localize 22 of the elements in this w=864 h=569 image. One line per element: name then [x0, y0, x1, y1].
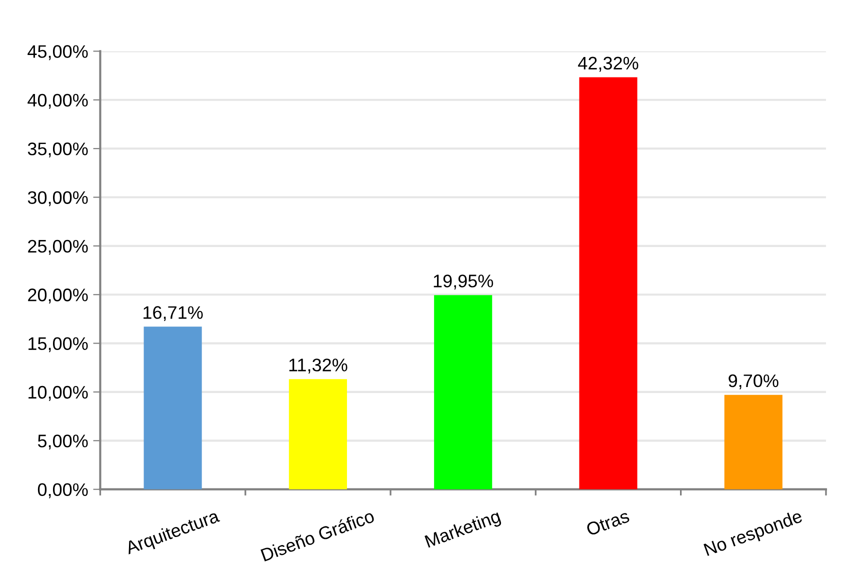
data-label: 42,32%: [578, 56, 638, 72]
bar: [144, 326, 202, 490]
bar: [579, 77, 638, 490]
data-label: 19,95%: [434, 274, 494, 290]
y-tick-label: 25,00%: [28, 240, 88, 255]
y-tick-label: 35,00%: [28, 142, 88, 158]
y-tick-label: 5,00%: [38, 434, 88, 450]
y-tick-label: 15,00%: [28, 337, 88, 352]
y-tick-label: 40,00%: [28, 94, 88, 109]
y-tick-label: 30,00%: [28, 191, 88, 206]
bar: [288, 379, 347, 490]
bar: [434, 295, 492, 490]
y-tick-label: 10,00%: [28, 386, 88, 401]
data-label: 16,71%: [144, 306, 203, 322]
y-tick-label: 45,00%: [28, 45, 88, 60]
bar: [724, 394, 782, 490]
y-tick-label: 20,00%: [28, 288, 88, 304]
data-label: 9,70%: [728, 374, 778, 390]
data-label: 11,32%: [289, 358, 348, 374]
y-tick-label: 0,00%: [38, 483, 88, 498]
x-tick-label: Otras: [586, 509, 630, 536]
x-tick-label: Diseño Gráfico: [260, 508, 376, 562]
